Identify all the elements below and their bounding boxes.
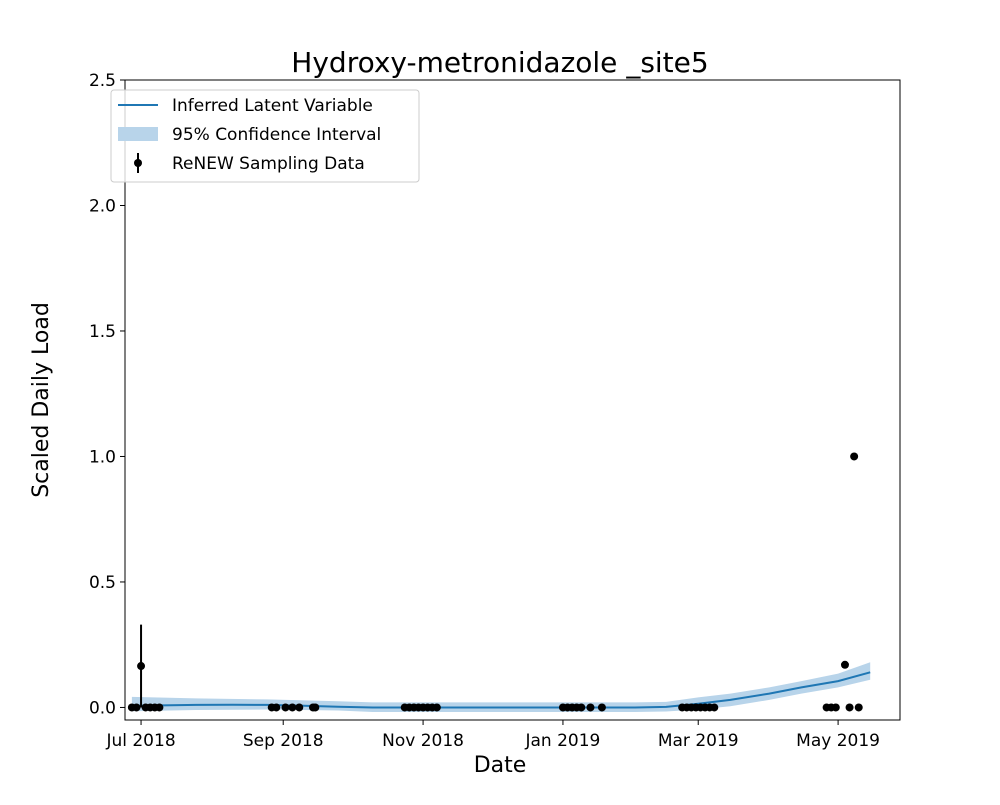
confidence-band — [131, 662, 871, 712]
data-point — [586, 703, 595, 712]
x-tick-label: Jan 2019 — [525, 731, 601, 751]
data-point — [840, 660, 849, 669]
plot-frame — [124, 79, 901, 721]
data-point — [577, 703, 586, 712]
data-point — [281, 703, 290, 712]
x-tick-label: Sep 2018 — [243, 731, 324, 751]
x-tick-label: May 2019 — [796, 731, 880, 751]
chart-title: Hydroxy-metronidazole _site5 — [291, 46, 708, 79]
data-point — [845, 703, 854, 712]
data-point — [854, 703, 863, 712]
x-tick-label: Jul 2018 — [105, 731, 175, 751]
y-tick-label: 0.0 — [89, 698, 116, 718]
data-point — [295, 703, 304, 712]
legend: Inferred Latent Variable 95% Confidence … — [110, 89, 420, 183]
data-point — [137, 662, 146, 671]
sampling-points-layer — [127, 452, 863, 712]
legend-point-swatch — [134, 159, 142, 167]
legend-label-line: Inferred Latent Variable — [172, 96, 373, 116]
x-axis-label: Date — [474, 753, 527, 778]
x-axis: Jul 2018 Sep 2018 Nov 2018 Jan 2019 Mar 2019… — [105, 720, 880, 751]
data-point — [597, 703, 606, 712]
plot-area — [124, 79, 901, 721]
data-point — [850, 452, 859, 461]
y-axis-label: Scaled Daily Load — [29, 302, 54, 498]
data-point — [272, 703, 281, 712]
data-point — [831, 703, 840, 712]
legend-label-band: 95% Confidence Interval — [172, 125, 381, 145]
x-tick-label: Nov 2018 — [382, 731, 464, 751]
data-point — [132, 703, 141, 712]
y-tick-label: 1.0 — [89, 447, 116, 467]
data-point — [432, 703, 441, 712]
legend-band-swatch — [118, 127, 158, 141]
data-point — [288, 703, 297, 712]
y-tick-label: 2.5 — [89, 71, 116, 91]
legend-frame — [110, 89, 420, 183]
legend-label-points: ReNEW Sampling Data — [172, 154, 365, 174]
data-point — [710, 703, 719, 712]
y-tick-label: 0.5 — [89, 573, 116, 593]
y-tick-label: 2.0 — [89, 196, 116, 216]
data-point — [311, 703, 320, 712]
y-axis: 0.0 0.5 1.0 1.5 2.0 2.5 — [89, 71, 125, 718]
latent-variable-line — [131, 671, 871, 709]
x-tick-label: Mar 2019 — [658, 731, 739, 751]
y-tick-label: 1.5 — [89, 322, 116, 342]
data-point — [155, 703, 164, 712]
confidence-band-layer — [131, 662, 871, 712]
latent-line-layer — [131, 671, 871, 709]
